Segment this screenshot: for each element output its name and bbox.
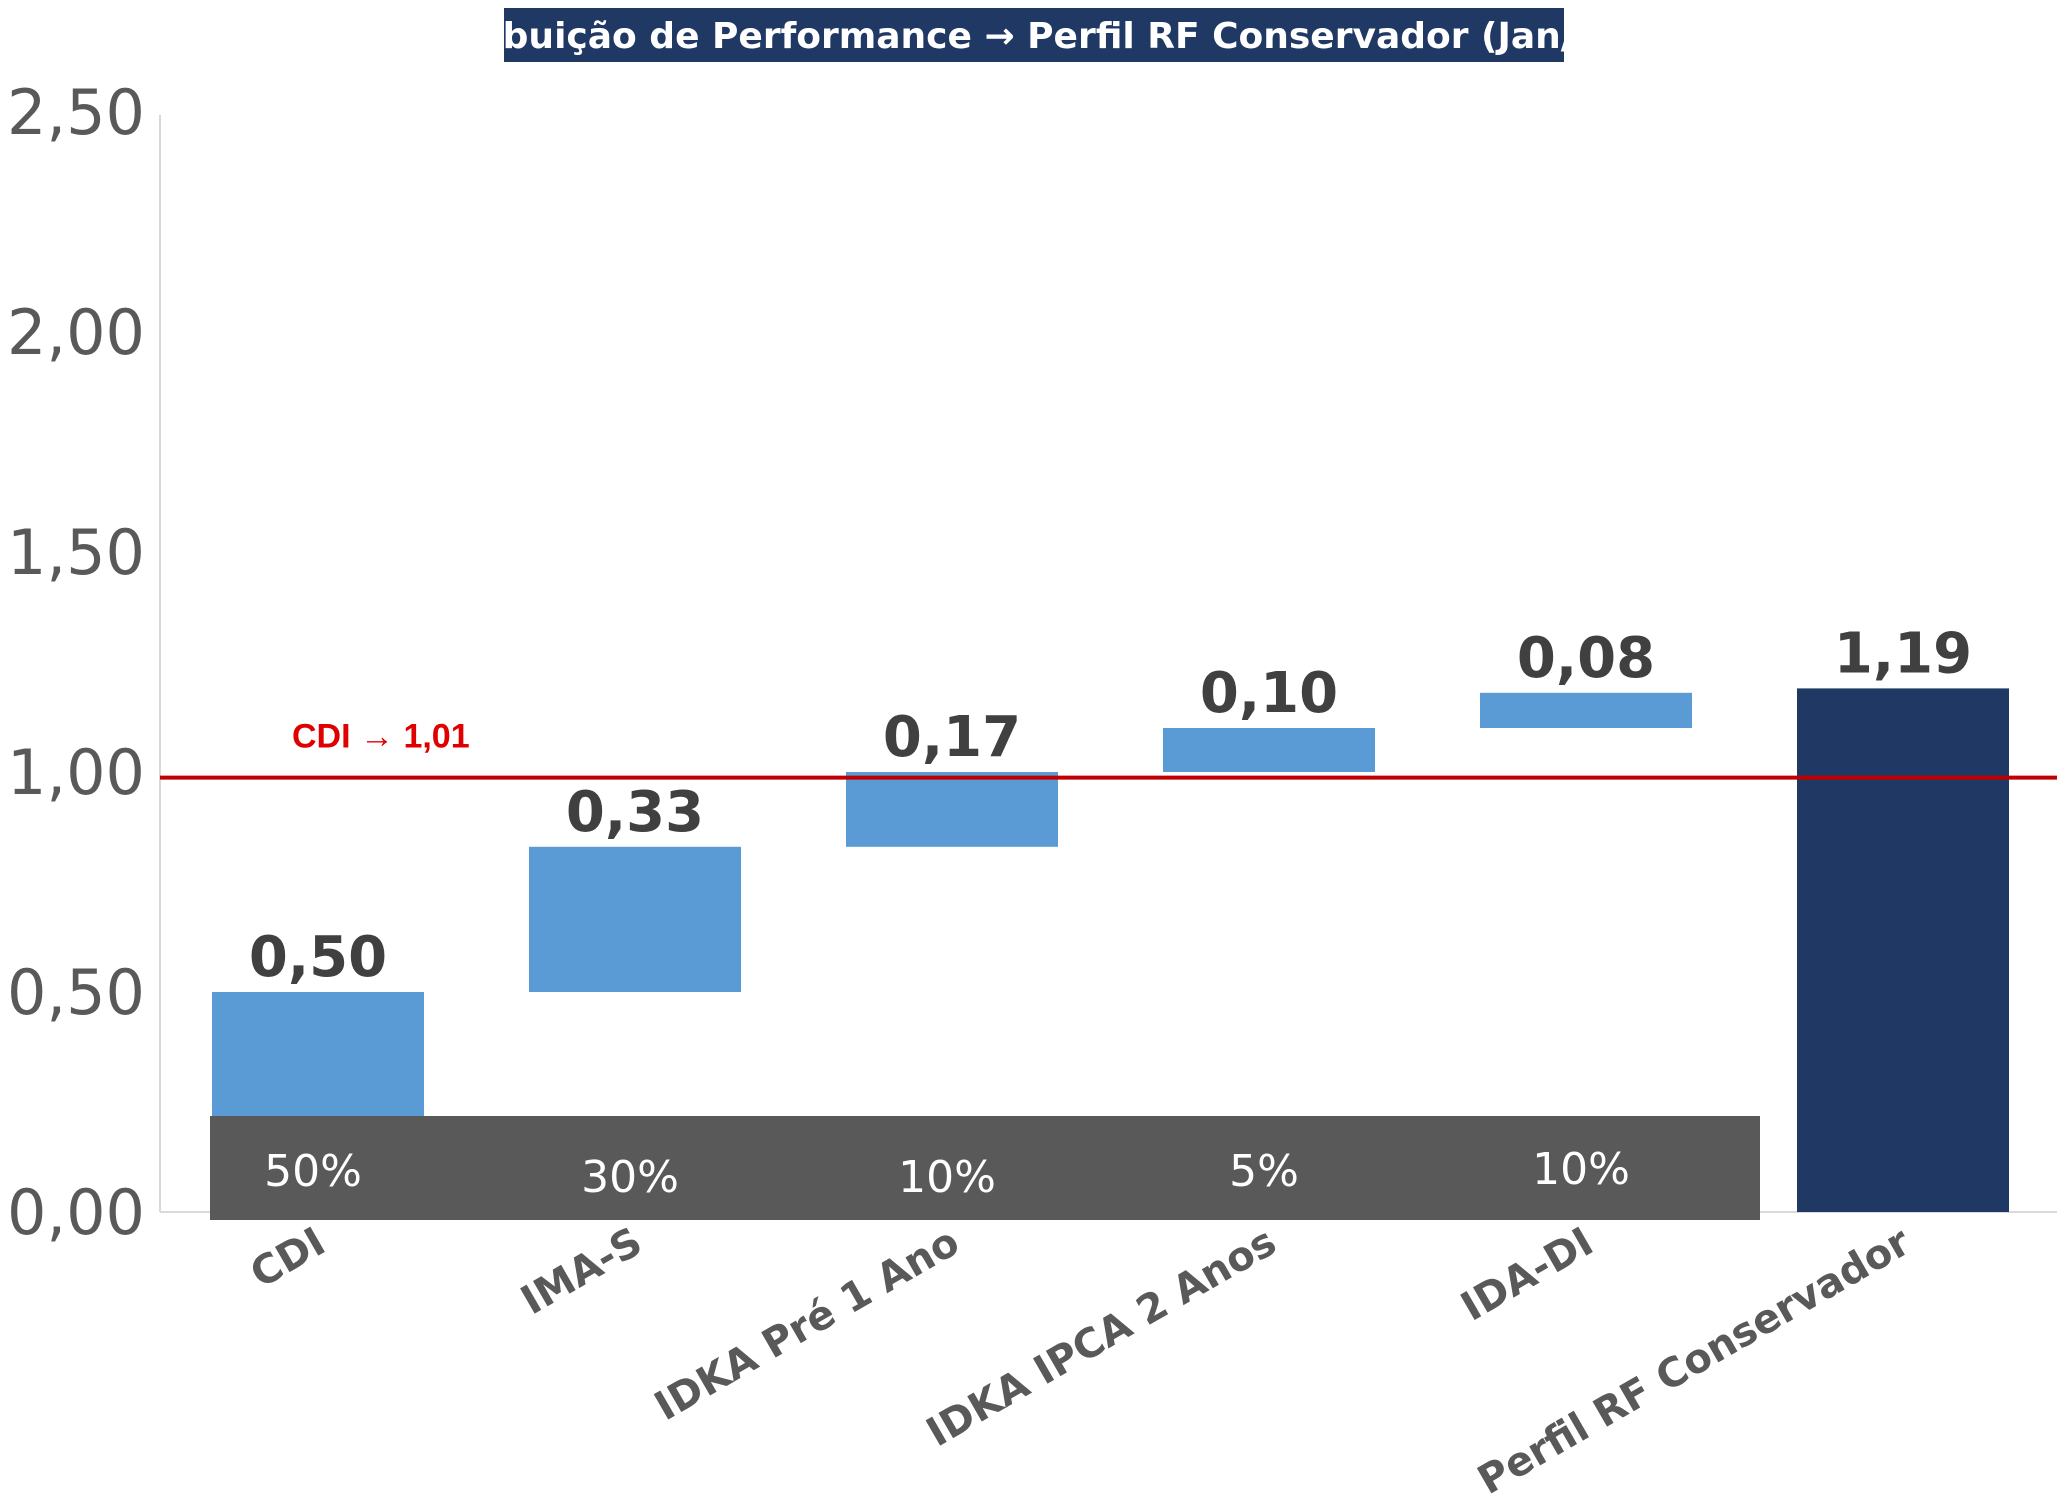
category-label: CDI [243,1219,333,1298]
y-tick-label: 1,00 [7,736,145,809]
weight-label: 5% [1229,1146,1299,1197]
increment-bar [1163,728,1375,772]
y-tick-label: 2,00 [7,296,145,369]
weight-label: 30% [581,1152,679,1203]
y-axis-ticks: 0,00 0,50 1,00 1,50 2,00 2,50 [7,76,145,1249]
y-tick-label: 0,50 [7,956,145,1029]
weight-label: 10% [1532,1144,1630,1195]
increment-bar [846,772,1058,847]
bar-value-label: 0,33 [566,780,704,845]
bar-value-label: 0,17 [883,705,1021,770]
bar-value-label: 1,19 [1834,621,1972,686]
y-tick-label: 1,50 [7,516,145,589]
value-labels: 0,50 0,33 0,17 0,10 0,08 1,19 [249,621,1972,990]
category-label: IDKA Pré 1 Ano [647,1219,967,1430]
category-label: IDKA IPCA 2 Anos [919,1219,1284,1456]
bar-value-label: 0,10 [1200,661,1338,726]
chart-title: Atribuição de Performance → Perfil RF Co… [428,16,1641,57]
chart-title-background [504,8,1564,62]
total-bar [1797,688,2009,1212]
weights-band-background [210,1116,1760,1220]
increment-bar [1480,692,1692,728]
y-tick-label: 0,00 [7,1176,145,1249]
y-tick-label: 2,50 [7,76,145,149]
cdi-reference-label: CDI → 1,01 [292,718,470,756]
cdi-reference-line-group: CDI → 1,01 [160,718,2057,780]
weight-label: 10% [898,1152,996,1203]
category-label: IMA-S [513,1219,650,1324]
bar-value-label: 0,50 [249,925,387,990]
weights-band: 50% 30% 10% 5% 10% [210,1116,1760,1220]
weight-label: 50% [264,1146,362,1197]
category-label: IDA-DI [1454,1219,1601,1331]
increment-bar [529,846,741,992]
bar-value-label: 0,08 [1517,626,1655,691]
